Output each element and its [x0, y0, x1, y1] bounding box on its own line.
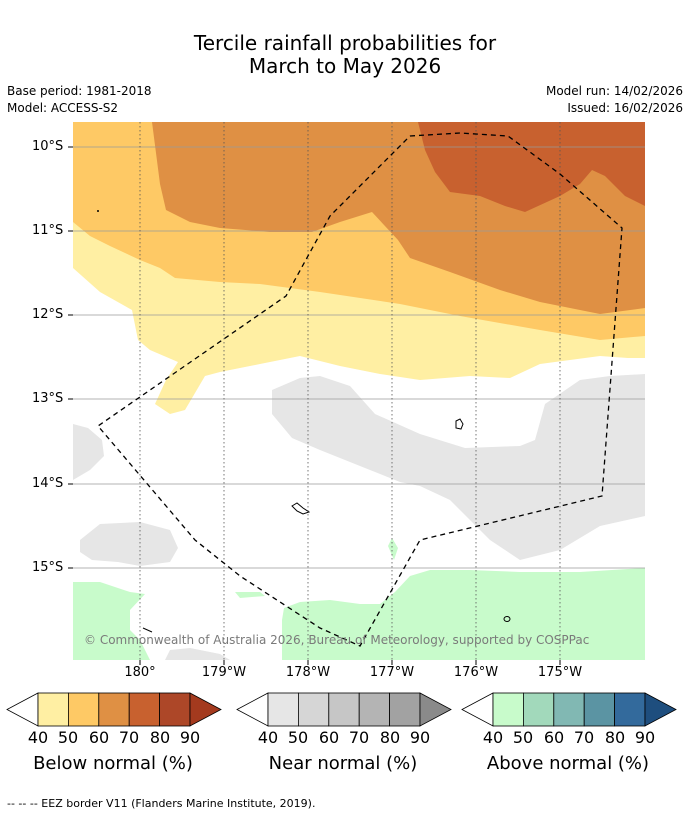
copyright-notice: © Commonwealth of Australia 2026, Bureau… [84, 633, 590, 647]
below-tick-50: 50 [57, 728, 79, 747]
near-normal-40-50-region-west [73, 424, 104, 480]
model-run-label: Model run: 14/02/2026 [545, 84, 683, 98]
below-tick-90: 90 [179, 728, 201, 747]
below-normal-legend-title: Below normal (%) [33, 753, 193, 774]
above-normal-40-50-region-island [388, 538, 398, 560]
above-tick-60: 60 [543, 728, 565, 747]
above-colorbar-segment-4 [583, 692, 616, 727]
lon-label-176w: 176°W [453, 665, 499, 680]
near-colorbar-segment-3 [328, 692, 360, 727]
colorbar-below-normal [6, 692, 222, 727]
below-colorbar-segment-2 [68, 692, 100, 727]
below-tick-40: 40 [27, 728, 49, 747]
island-outline-central [291, 502, 311, 515]
below-colorbar-segment-1 [37, 692, 69, 727]
above-colorbar-segment-3 [553, 692, 585, 727]
colorbar-near-normal [236, 692, 452, 727]
lat-label-11s: 11°S [32, 223, 64, 238]
latitude-gridlines [73, 146, 645, 569]
eez-footnote: -- -- -- EEZ border V11 (Flanders Marine… [7, 797, 316, 810]
below-tick-80: 80 [149, 728, 171, 747]
near-tick-60: 60 [318, 728, 340, 747]
near-colorbar-segment-5 [389, 692, 421, 727]
island-outline-east [455, 418, 464, 430]
lon-label-180: 180° [124, 665, 156, 680]
near-tick-70: 70 [348, 728, 370, 747]
island-dot-northwest [97, 210, 99, 212]
above-normal-legend-title: Above normal (%) [486, 753, 650, 774]
below-normal-70-80-region [418, 122, 645, 212]
above-tick-40: 40 [482, 728, 504, 747]
island-outline-south [503, 616, 511, 622]
below-colorbar-under-triangle [6, 692, 39, 727]
above-tick-70: 70 [573, 728, 595, 747]
lat-label-15s: 15°S [32, 560, 64, 575]
near-colorbar-segment-1 [267, 692, 299, 727]
near-colorbar-under-triangle [236, 692, 269, 727]
lon-label-177w: 177°W [369, 665, 415, 680]
below-colorbar-segment-5 [159, 692, 191, 727]
base-period-label: Base period: 1981-2018 [7, 84, 152, 98]
lat-label-14s: 14°S [32, 476, 64, 491]
near-colorbar-over-triangle [419, 692, 452, 727]
colorbar-above-normal [461, 692, 677, 727]
axis-ticks [68, 146, 561, 665]
near-tick-80: 80 [379, 728, 401, 747]
above-colorbar-segment-5 [614, 692, 646, 727]
below-tick-60: 60 [88, 728, 110, 747]
above-colorbar-segment-1 [492, 692, 524, 727]
lon-label-178w: 178°W [285, 665, 331, 680]
above-colorbar-segment-2 [523, 692, 555, 727]
map-title-line2: March to May 2026 [248, 54, 442, 78]
above-normal-40-50-region-west [73, 582, 150, 660]
above-tick-50: 50 [512, 728, 534, 747]
near-normal-40-50-region-east [272, 374, 645, 560]
near-tick-40: 40 [257, 728, 279, 747]
below-tick-70: 70 [118, 728, 140, 747]
near-tick-90: 90 [409, 728, 431, 747]
map-title-line1: Tercile rainfall probabilities for [193, 31, 497, 55]
below-colorbar-over-triangle [189, 692, 222, 727]
below-colorbar-segment-4 [128, 692, 160, 727]
above-tick-90: 90 [634, 728, 656, 747]
issued-label: Issued: 16/02/2026 [567, 101, 683, 115]
above-colorbar-over-triangle [644, 692, 677, 727]
above-tick-80: 80 [604, 728, 626, 747]
model-label: Model: ACCESS-S2 [7, 101, 119, 115]
near-tick-50: 50 [287, 728, 309, 747]
near-normal-legend-title: Near normal (%) [268, 753, 418, 774]
lat-label-13s: 13°S [32, 391, 64, 406]
island-outline-southwest [142, 627, 153, 633]
above-normal-40-50-region-small [235, 592, 265, 598]
above-normal-40-50-region-south [282, 568, 645, 660]
near-normal-40-50-region-south [165, 648, 230, 660]
below-colorbar-segment-3 [98, 692, 130, 727]
near-normal-40-50-region-southwest [80, 522, 178, 566]
eez-border-line [97, 132, 623, 647]
lon-label-175w: 175°W [537, 665, 583, 680]
near-colorbar-segment-4 [358, 692, 391, 727]
lon-label-179w: 179°W [201, 665, 247, 680]
longitude-gridlines [139, 122, 561, 660]
above-colorbar-under-triangle [461, 692, 494, 727]
lat-label-10s: 10°S [32, 139, 64, 154]
near-colorbar-segment-2 [297, 692, 330, 727]
lat-label-12s: 12°S [32, 307, 64, 322]
